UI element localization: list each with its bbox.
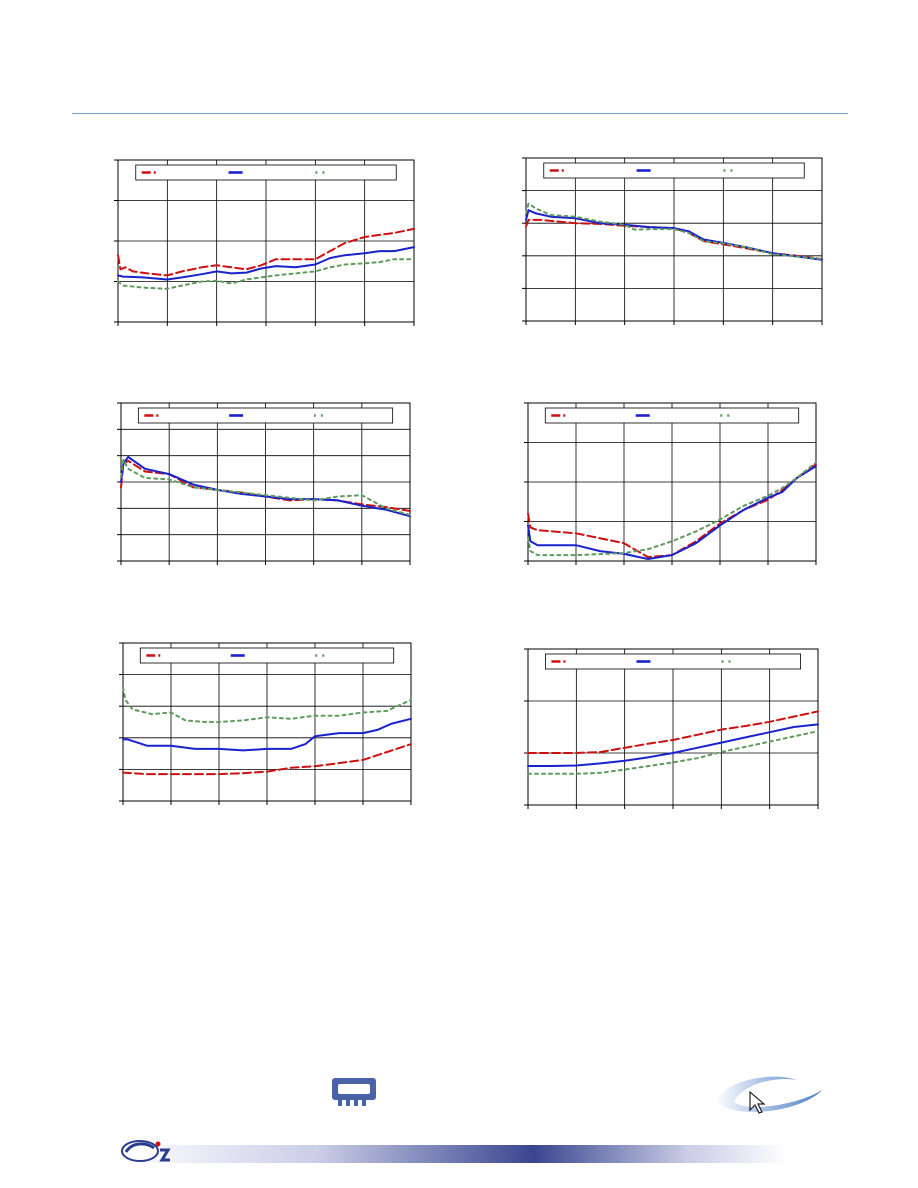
series-line-1 — [117, 227, 415, 277]
chart-5 — [119, 642, 412, 805]
series-line-3 — [117, 258, 415, 290]
brand-logo-icon — [118, 1136, 178, 1164]
legend — [544, 407, 800, 424]
series-line-3 — [525, 202, 823, 261]
plot-frame — [525, 157, 823, 322]
series-line-2 — [527, 723, 819, 767]
series-line-3 — [527, 461, 817, 557]
series-line-1 — [122, 743, 412, 776]
plot-frame — [122, 642, 412, 802]
legend — [544, 653, 801, 670]
legend — [139, 647, 395, 664]
cursor-arrow-icon — [749, 1090, 766, 1114]
plot-frame — [527, 648, 819, 806]
chart-6 — [524, 648, 819, 809]
header-rule — [72, 113, 848, 114]
series-line-2 — [525, 209, 823, 261]
memory-chip-icon — [330, 1076, 378, 1108]
series-line-2 — [527, 465, 817, 560]
plot-frame — [117, 159, 415, 323]
chart-2 — [522, 157, 823, 325]
chart-1 — [114, 159, 415, 326]
swoosh-logo — [706, 1068, 826, 1120]
legend — [137, 407, 394, 424]
series-line-1 — [527, 710, 819, 754]
chart-4 — [524, 402, 817, 565]
chart-3 — [117, 402, 411, 565]
legend — [543, 162, 805, 179]
series-line-3 — [122, 686, 412, 723]
series-line-1 — [120, 459, 411, 512]
plot-frame — [527, 402, 817, 562]
footer-band — [118, 1145, 788, 1163]
series-line-3 — [527, 730, 819, 775]
series-line-2 — [120, 456, 411, 518]
series-line-3 — [120, 458, 411, 516]
legend — [135, 164, 397, 181]
series-line-2 — [122, 717, 412, 752]
series-line-2 — [117, 246, 415, 281]
